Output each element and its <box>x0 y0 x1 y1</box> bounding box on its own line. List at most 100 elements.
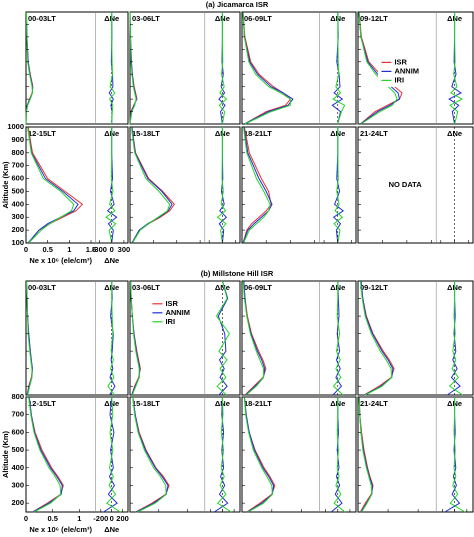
y-tick-label: 400 <box>11 463 24 472</box>
no-data-note: NO DATA <box>389 180 423 189</box>
x-tick-label: 1.5 <box>86 245 96 254</box>
panel-label: 03-06LT <box>132 14 160 23</box>
x-tick-label: 0.5 <box>42 245 52 254</box>
y-tick-label: 1000 <box>7 122 24 131</box>
profile-line <box>243 396 273 513</box>
delta-tick-label: -200 <box>93 514 108 523</box>
figure-title: (b) Millstone Hill ISR <box>201 269 274 278</box>
x-tick-label: 0 <box>24 514 28 523</box>
y-tick-label: 600 <box>11 427 24 436</box>
y-tick-label: 700 <box>11 161 24 170</box>
profile-line <box>358 11 403 125</box>
y-tick-label: 800 <box>11 148 24 157</box>
delta-tick-label: -300 <box>92 245 107 254</box>
delta-line <box>332 281 344 396</box>
delta-line <box>213 396 229 513</box>
delta-line <box>448 281 463 396</box>
panel-label: 18-21LT <box>244 129 272 138</box>
panel-frame <box>357 126 474 244</box>
profile-line <box>358 396 373 513</box>
delta-line <box>216 396 232 513</box>
delta-line <box>216 127 227 244</box>
profile-line <box>132 396 167 513</box>
y-tick-label: 800 <box>11 392 24 401</box>
legend-label: IRI <box>394 75 404 84</box>
delta-label: ΔNe <box>215 283 230 292</box>
y-tick-label: 700 <box>11 410 24 419</box>
y-tick-label: 400 <box>11 199 24 208</box>
x-axis-label: Ne x 10⁶ (ele/cm³) <box>29 256 92 265</box>
panel-label: 00-03LT <box>28 283 56 292</box>
profile-line <box>358 11 398 125</box>
y-tick-label: 600 <box>11 174 24 183</box>
panel-label: 15-18LT <box>132 129 160 138</box>
delta-line <box>108 12 116 125</box>
panel-label: 06-09LT <box>244 283 272 292</box>
legend-label: ISR <box>394 57 407 66</box>
profile-line <box>130 126 171 244</box>
y-tick-label: 200 <box>11 225 24 234</box>
profile-line <box>242 11 292 125</box>
panel-label: 12-15LT <box>28 399 56 408</box>
delta-line <box>107 281 115 396</box>
y-tick-label: 300 <box>11 480 24 489</box>
profile-line <box>28 396 62 513</box>
figure-title: (a) Jicamarca ISR <box>206 0 269 9</box>
delta-tick-label: 0 <box>110 245 114 254</box>
delta-line <box>449 397 466 513</box>
delta-line <box>215 280 230 396</box>
delta-line <box>106 127 118 244</box>
y-axis-label: Altitude (Km) <box>1 430 10 478</box>
delta-label: ΔNe <box>447 129 462 138</box>
legend-label: ANNIM <box>165 308 190 317</box>
x-tick-label: 1 <box>77 514 81 523</box>
panel-frame <box>357 280 474 396</box>
panel-frame <box>25 126 129 244</box>
delta-axis-label: ΔNe <box>104 525 119 534</box>
profile-line <box>130 280 140 396</box>
x-tick-label: 0.5 <box>47 514 57 523</box>
y-tick-label: 500 <box>11 445 24 454</box>
x-axis-label: Ne x 10⁶ (ele/cm³) <box>29 525 92 534</box>
delta-axis-label: ΔNe <box>104 256 119 265</box>
delta-tick-label: 0 <box>110 514 114 523</box>
y-tick-label: 200 <box>11 498 24 507</box>
y-tick-label: 300 <box>11 212 24 221</box>
delta-line <box>218 12 228 125</box>
profile-line <box>26 280 33 396</box>
panel-frame <box>357 396 474 513</box>
legend-label: ANNIM <box>394 66 419 75</box>
profile-line <box>243 396 275 513</box>
y-tick-label: 500 <box>11 186 24 195</box>
panel-label: 15-18LT <box>132 399 160 408</box>
profile-line <box>131 126 173 244</box>
profile-line <box>242 280 264 396</box>
profile-line <box>359 280 393 396</box>
delta-tick-label: 300 <box>118 245 131 254</box>
delta-line <box>449 12 464 125</box>
delta-line <box>109 280 116 396</box>
y-tick-label: 100 <box>11 238 24 247</box>
x-tick-label: 1 <box>67 245 71 254</box>
delta-line <box>106 396 121 513</box>
panel-label: 21-24LT <box>360 129 388 138</box>
delta-tick-label: 200 <box>116 514 129 523</box>
profile-line <box>27 126 79 244</box>
profile-line <box>242 11 291 125</box>
delta-line <box>332 127 345 244</box>
panel-label: 18-21LT <box>244 399 272 408</box>
profile-line <box>242 126 272 244</box>
delta-line <box>333 397 346 513</box>
panel-frame <box>129 280 241 396</box>
profile-line <box>243 126 271 244</box>
profile-line <box>242 126 273 244</box>
x-tick-label: 0 <box>24 245 28 254</box>
panel-label: 12-15LT <box>28 129 56 138</box>
panel-label: 09-12LT <box>360 14 388 23</box>
delta-line <box>333 127 344 244</box>
delta-line <box>105 127 117 244</box>
profile-line <box>27 126 75 244</box>
legend-label: IRI <box>165 317 175 326</box>
profile-line <box>27 126 84 244</box>
